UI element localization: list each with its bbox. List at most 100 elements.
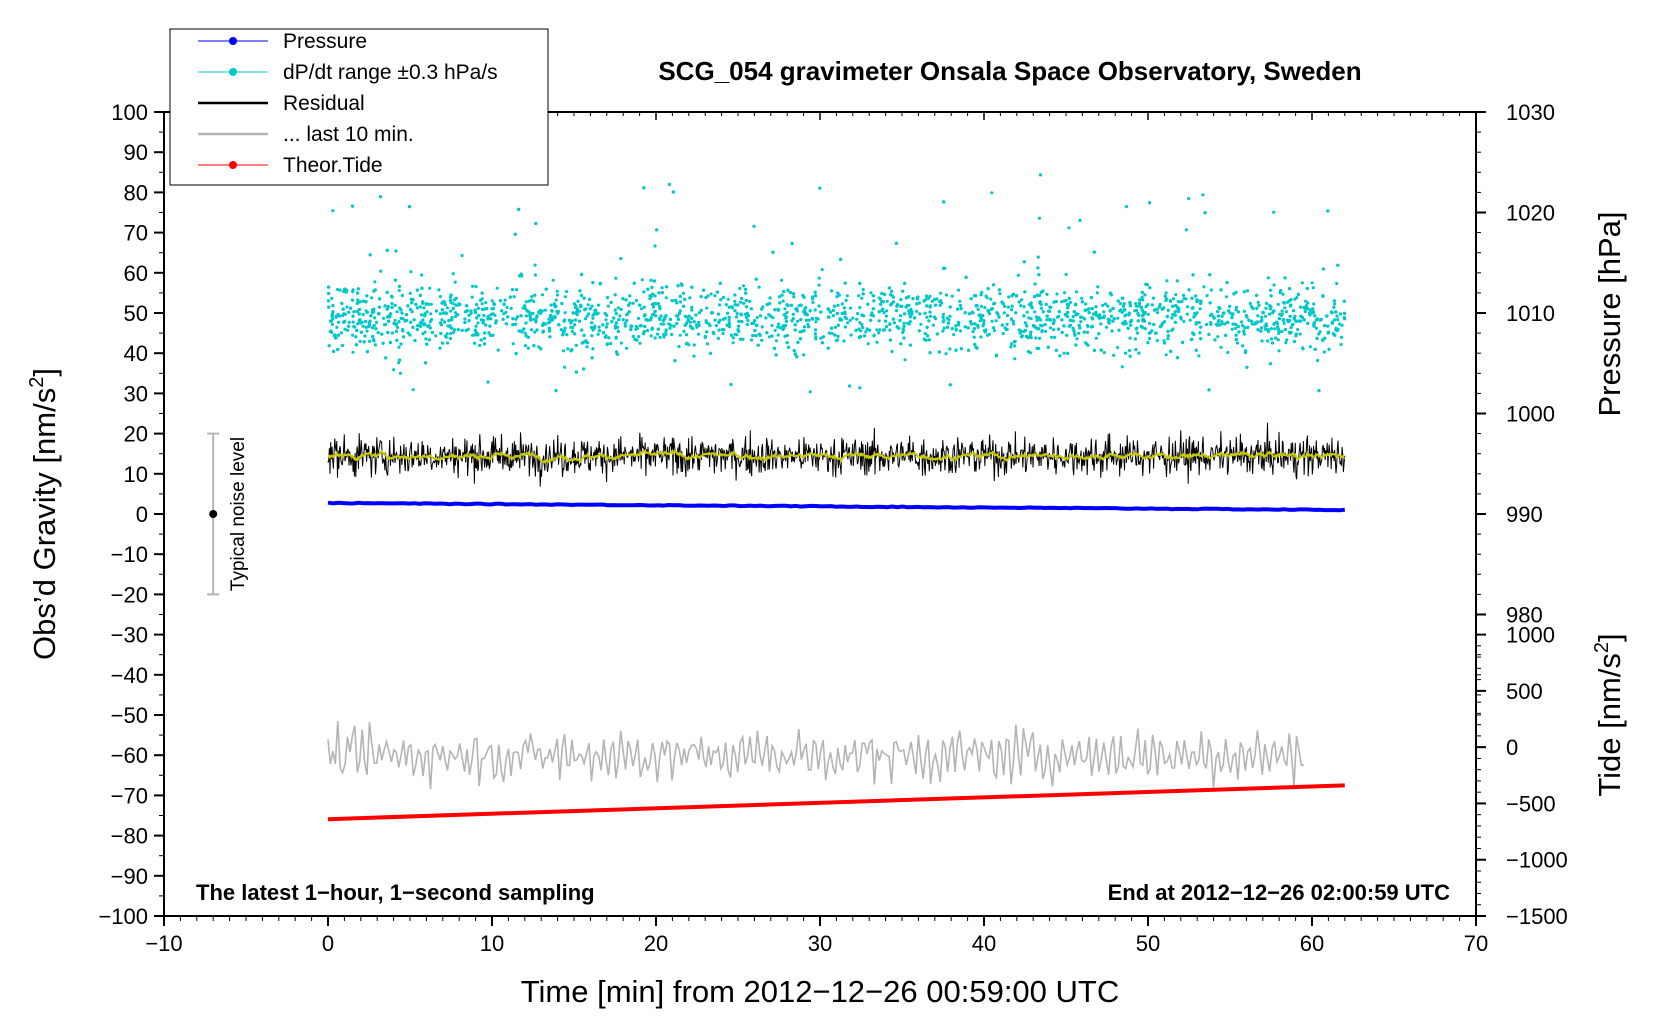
dpdt-point <box>356 291 360 295</box>
dpdt-point <box>1216 314 1220 318</box>
dpdt-point <box>684 333 689 337</box>
dpdt-point <box>670 298 674 303</box>
dpdt-point <box>672 324 676 328</box>
dpdt-point <box>1106 317 1110 321</box>
dpdt-point <box>628 294 632 298</box>
dpdt-point <box>1264 314 1268 318</box>
dpdt-point <box>434 309 439 313</box>
dpdt-point <box>727 325 732 329</box>
dpdt-point <box>884 325 889 329</box>
dpdt-point <box>1134 304 1139 308</box>
dpdt-point <box>361 324 365 328</box>
dpdt-point <box>1038 336 1042 340</box>
dpdt-point <box>917 329 921 333</box>
dpdt-point <box>754 334 758 338</box>
dpdt-point <box>971 330 975 334</box>
dpdt-point <box>1037 293 1042 297</box>
dpdt-point <box>802 325 807 329</box>
dpdt-point <box>489 317 493 321</box>
dpdt-point <box>1043 323 1047 327</box>
dpdt-point <box>612 316 616 320</box>
dpdt-point <box>513 232 517 236</box>
dpdt-point <box>898 318 902 323</box>
dpdt-point <box>890 349 894 354</box>
dpdt-point <box>813 308 817 312</box>
dpdt-point <box>639 324 643 328</box>
dpdt-point <box>1208 301 1212 305</box>
dpdt-point <box>881 307 885 311</box>
dpdt-point <box>814 294 818 298</box>
dpdt-point <box>443 303 447 307</box>
dpdt-point <box>1334 328 1338 332</box>
dpdt-point <box>714 323 718 328</box>
dpdt-point <box>1288 314 1292 318</box>
dpdt-point <box>696 332 701 336</box>
dpdt-point <box>470 295 474 299</box>
dpdt-point <box>1333 318 1337 322</box>
dpdt-point <box>1032 295 1037 299</box>
dpdt-point <box>1055 292 1059 296</box>
dpdt-point <box>1148 336 1152 341</box>
dpdt-point <box>478 298 483 302</box>
dpdt-point <box>1255 306 1259 310</box>
dpdt-point <box>473 310 477 315</box>
dpdt-point <box>922 299 926 303</box>
dpdt-point <box>1099 322 1103 326</box>
dpdt-point <box>1234 333 1238 337</box>
dpdt-point <box>1272 309 1276 313</box>
dpdt-point <box>1140 308 1144 312</box>
dpdt-point <box>799 303 803 307</box>
dpdt-point <box>557 323 561 327</box>
dpdt-point <box>1155 311 1160 315</box>
dpdt-point <box>795 307 799 311</box>
dpdt-point <box>398 371 403 375</box>
theor-tide-series <box>327 783 1345 822</box>
dpdt-point <box>668 317 673 321</box>
dpdt-point <box>946 325 950 329</box>
dpdt-point <box>679 282 683 286</box>
dpdt-point <box>733 303 737 307</box>
dpdt-point <box>520 330 524 334</box>
dpdt-point <box>1122 302 1126 306</box>
dpdt-point <box>791 292 796 296</box>
dpdt-point <box>535 315 539 319</box>
dpdt-point <box>870 311 874 315</box>
dpdt-point <box>363 334 367 338</box>
dpdt-point <box>997 315 1001 319</box>
dpdt-point <box>650 313 655 317</box>
dpdt-point <box>842 339 846 343</box>
dpdt-point <box>1064 272 1068 276</box>
dpdt-point <box>356 322 360 326</box>
dpdt-point <box>364 300 368 304</box>
dpdt-point <box>1023 290 1027 294</box>
dpdt-point <box>529 311 533 315</box>
dpdt-point <box>347 310 351 314</box>
dpdt-point <box>899 342 903 346</box>
dpdt-point <box>570 348 574 352</box>
dpdt-point <box>563 326 567 330</box>
dpdt-point <box>697 320 701 324</box>
dpdt-point <box>1190 296 1194 300</box>
dpdt-point <box>927 338 931 342</box>
dpdt-point <box>1256 300 1260 304</box>
dpdt-point <box>782 326 786 330</box>
dpdt-point <box>773 308 777 312</box>
dpdt-point <box>591 347 595 351</box>
dpdt-point <box>1135 331 1139 335</box>
dpdt-point <box>1242 332 1246 336</box>
left-y-axis: 1009080706050403020100−10−20−30−40−50−60… <box>98 100 164 929</box>
dpdt-point <box>942 326 946 330</box>
dpdt-point <box>1322 350 1326 354</box>
dpdt-point <box>1077 331 1081 335</box>
dpdt-point <box>1080 300 1084 304</box>
dpdt-point <box>975 346 979 350</box>
dpdt-point <box>1323 324 1327 328</box>
dpdt-point <box>643 324 647 329</box>
dpdt-point <box>570 329 574 333</box>
dpdt-point <box>1315 317 1319 321</box>
dpdt-point <box>783 307 787 311</box>
dpdt-point <box>529 318 533 322</box>
dpdt-point <box>831 314 836 318</box>
dpdt-point <box>1342 311 1347 315</box>
dpdt-point <box>389 312 393 316</box>
